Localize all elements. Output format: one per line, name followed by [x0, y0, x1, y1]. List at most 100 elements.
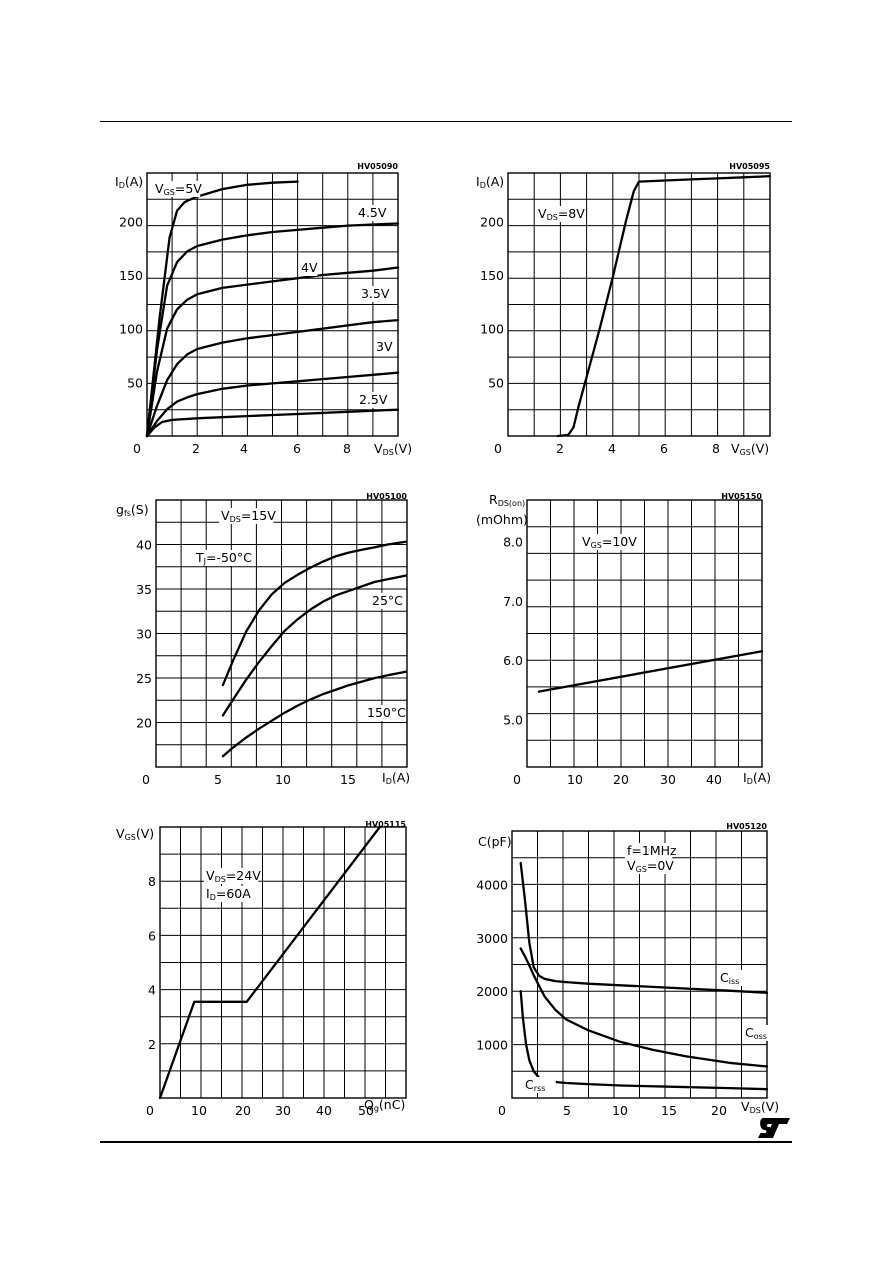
x-tick-label: 10: [191, 1103, 207, 1118]
chart-5: HV05115 0 10 20 30 40 50 2 4 6 8 VGS(V) Qg(nC) VDS=24…: [116, 820, 407, 1118]
x-tick-label: 8: [712, 441, 720, 456]
x-axis-title: VGS(V): [731, 441, 769, 457]
x-tick-label: 50: [358, 1103, 374, 1118]
label-backdrop: [357, 392, 390, 408]
x-axis-title: ID(A): [743, 770, 771, 786]
figure-code: HV05120: [726, 822, 767, 831]
grid: [160, 827, 406, 1098]
annotation: f=1MHz: [627, 843, 677, 858]
x-axis-title: ID(A): [382, 770, 410, 786]
y-tick-label: 6.0: [503, 653, 523, 668]
series-line: [158, 825, 381, 1100]
x-tick-label: 40: [706, 772, 722, 787]
label-backdrop: [743, 1025, 776, 1041]
series-line: [556, 175, 772, 438]
plot-frame: [155, 499, 408, 768]
series-line: [221, 670, 407, 758]
y-tick-label: 8: [148, 874, 156, 889]
grid: [527, 500, 762, 767]
y-tick-label: 20: [136, 716, 152, 731]
y-tick-label: 25: [136, 671, 152, 686]
series-line: [145, 408, 400, 438]
plot-frame: [507, 172, 771, 437]
annotation: 150°C: [367, 705, 406, 720]
label-backdrop: [219, 508, 274, 524]
series-line: [519, 990, 769, 1091]
annotation: 3V: [376, 339, 393, 354]
x-tick-label: 20: [711, 1103, 727, 1118]
chart-1: HV05090 0 2 4 6 8 50 100 150 200 ID(A) VDS(V) VGS=5V…: [115, 162, 412, 457]
plot-frame: [146, 172, 399, 437]
y-tick-label: 2: [148, 1037, 156, 1052]
x-tick-label: 20: [613, 772, 629, 787]
chart-3: HV05100 0 5 10 15 20 25 30 35 40 gfs(S) ID(A) VDS=15…: [116, 492, 410, 787]
label-backdrop: [365, 705, 405, 721]
label-backdrop: [194, 550, 256, 566]
plot-frame: [511, 830, 768, 1099]
series-line: [145, 371, 400, 438]
y-tick-label: 50: [488, 375, 504, 390]
annotation: VDS=24V: [206, 868, 261, 884]
x-tick-label: 0: [133, 441, 141, 456]
series-line: [145, 266, 400, 438]
header-rule: [100, 121, 792, 122]
annotation: VGS=0V: [627, 858, 674, 874]
label-backdrop: [536, 206, 584, 222]
y-tick-label: 35: [136, 582, 152, 597]
series-line: [145, 318, 400, 438]
x-axis-title: VDS(V): [741, 1099, 779, 1115]
y-tick-label: 200: [119, 214, 143, 229]
y-tick-label: 100: [119, 322, 143, 337]
y-tick-label: 4: [148, 983, 156, 998]
y-tick-label: 4000: [476, 877, 508, 892]
label-backdrop: [204, 886, 252, 902]
y-axis-title: VGS(V): [116, 826, 154, 842]
y-tick-label: 150: [119, 268, 143, 283]
label-backdrop: [153, 181, 201, 197]
label-backdrop: [299, 260, 318, 276]
chart-2: HV05095 0 2 4 6 8 50 100 150 200 ID(A) VGS(V) VDS=8V: [476, 162, 772, 457]
plot-frame: [159, 826, 407, 1099]
x-tick-label: 30: [275, 1103, 291, 1118]
annotation: 2.5V: [359, 392, 388, 407]
y-tick-label: 2000: [476, 984, 508, 999]
annotation: VGS=10V: [582, 534, 637, 550]
chart-4: HV05150 0 10 20 30 40 5.0 6.0 7.0 8.0 RDS(on) (mOhm…: [476, 492, 771, 787]
y-tick-label: 7.0: [503, 594, 523, 609]
x-tick-label: 4: [608, 441, 616, 456]
y-tick-label: 6: [148, 928, 156, 943]
plot-frame: [526, 499, 763, 768]
x-tick-label: 15: [340, 772, 356, 787]
x-tick-label: 10: [567, 772, 583, 787]
series-line: [221, 574, 407, 717]
label-backdrop: [374, 339, 393, 355]
footer-rule: [100, 1141, 792, 1143]
x-tick-label: 0: [494, 441, 502, 456]
y-tick-label: 8.0: [503, 535, 523, 550]
x-tick-label: 6: [293, 441, 301, 456]
x-tick-label: 2: [556, 441, 564, 456]
x-tick-label: 0: [498, 1103, 506, 1118]
x-tick-label: 5: [214, 772, 222, 787]
figure-code: HV05095: [729, 162, 770, 171]
x-tick-label: 10: [612, 1103, 628, 1118]
series-line: [145, 222, 400, 438]
y-tick-label: 50: [127, 375, 143, 390]
label-backdrop: [625, 843, 673, 859]
label-backdrop: [625, 858, 673, 874]
x-tick-label: 8: [343, 441, 351, 456]
series-line: [519, 947, 769, 1068]
annotation: Crss: [525, 1077, 545, 1093]
y-axis-title: gfs(S): [116, 502, 149, 518]
x-axis-title: Qg(nC): [364, 1097, 405, 1113]
annotation: 25°C: [372, 593, 403, 608]
annotation: 3.5V: [361, 286, 390, 301]
y-tick-label: 40: [136, 538, 152, 553]
y-tick-label: 1000: [476, 1038, 508, 1053]
x-tick-label: 5: [563, 1103, 571, 1118]
grid: [508, 173, 770, 436]
x-tick-label: 30: [660, 772, 676, 787]
figure-code: HV05090: [357, 162, 398, 171]
label-backdrop: [370, 593, 403, 609]
